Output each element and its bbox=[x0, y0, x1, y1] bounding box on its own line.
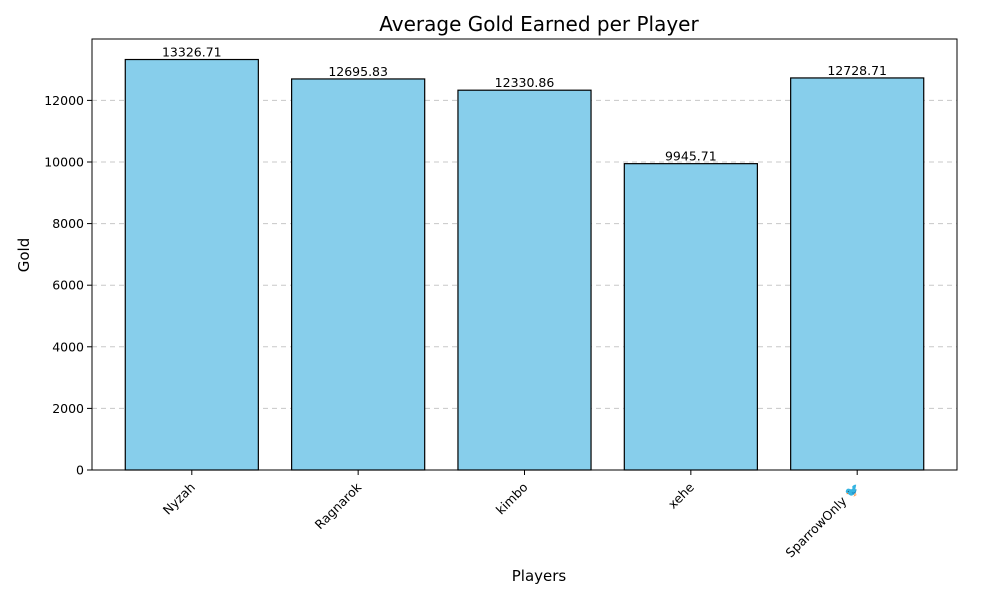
y-tick-label: 12000 bbox=[44, 93, 84, 108]
y-axis-label: Gold bbox=[15, 238, 33, 273]
bar-value-label: 13326.71 bbox=[162, 45, 222, 60]
bar bbox=[623, 163, 758, 471]
bar bbox=[291, 78, 426, 471]
y-tick-label: 2000 bbox=[52, 401, 84, 416]
x-tick-label: Nyzah bbox=[160, 480, 198, 518]
y-tick-label: 0 bbox=[76, 463, 84, 478]
data-labels: 13326.71 12695.83 12330.86 9945.71 12728.71 bbox=[162, 45, 887, 164]
x-axis-ticks: Nyzah Ragnarok kimbo xehe SparrowOnly 🐦 bbox=[160, 470, 863, 561]
bar-value-label: 12695.83 bbox=[328, 64, 388, 79]
x-tick-label: Ragnarok bbox=[312, 479, 365, 532]
y-tick-label: 8000 bbox=[52, 216, 84, 231]
y-tick-label: 6000 bbox=[52, 278, 84, 293]
y-tick-label: 10000 bbox=[44, 154, 84, 169]
x-tick-label: xehe bbox=[665, 479, 697, 511]
bar bbox=[790, 77, 925, 471]
bar-value-label: 9945.71 bbox=[665, 149, 717, 164]
bar-value-label: 12330.86 bbox=[495, 75, 555, 90]
bar-value-label: 12728.71 bbox=[827, 63, 887, 78]
y-tick-label: 4000 bbox=[52, 339, 84, 354]
x-tick-label: kimbo bbox=[493, 480, 531, 518]
x-tick-label: SparrowOnly 🐦 bbox=[782, 480, 863, 561]
bar bbox=[457, 89, 592, 471]
y-axis-ticks: 0 2000 4000 6000 8000 10000 12000 bbox=[44, 93, 92, 478]
bar bbox=[124, 58, 259, 471]
x-axis-label: Players bbox=[512, 567, 567, 585]
chart-title: Average Gold Earned per Player bbox=[379, 12, 699, 36]
bars bbox=[124, 58, 925, 471]
